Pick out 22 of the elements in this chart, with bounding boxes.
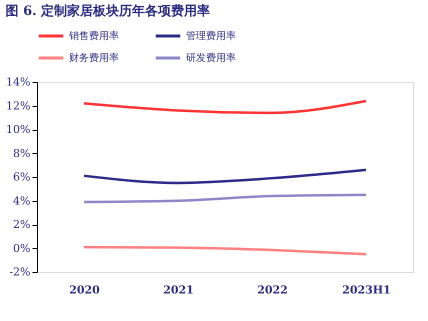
line-series <box>82 168 368 184</box>
legend-label: 管理费用率 <box>186 30 236 42</box>
y-tick-label: 14% <box>6 76 30 88</box>
y-tick-label: 10% <box>6 123 30 136</box>
legend-label: 研发费用率 <box>186 52 236 64</box>
x-tick-label: 2020 <box>69 284 100 296</box>
legend-label: 销售费用率 <box>68 30 119 42</box>
line-series <box>82 194 368 204</box>
y-tick-label: 6% <box>13 170 30 184</box>
y-tick-label: 4% <box>13 194 30 208</box>
y-tick-label: 12% <box>6 99 30 112</box>
legend-label: 财务费用率 <box>69 52 119 64</box>
line-series <box>82 246 368 256</box>
line-series <box>82 100 368 114</box>
chart-title: 图 6. 定制家居板块历年各项费用率 <box>6 3 210 19</box>
y-tick-label: -2% <box>9 266 30 278</box>
y-tick-label: 0% <box>13 242 30 255</box>
y-tick-label: 8% <box>13 146 30 160</box>
y-tick-label: 2% <box>13 218 30 231</box>
x-tick-label: 2021 <box>163 284 194 296</box>
x-tick-label: 2022 <box>257 284 288 296</box>
x-tick-label: 2023H1 <box>342 284 391 296</box>
